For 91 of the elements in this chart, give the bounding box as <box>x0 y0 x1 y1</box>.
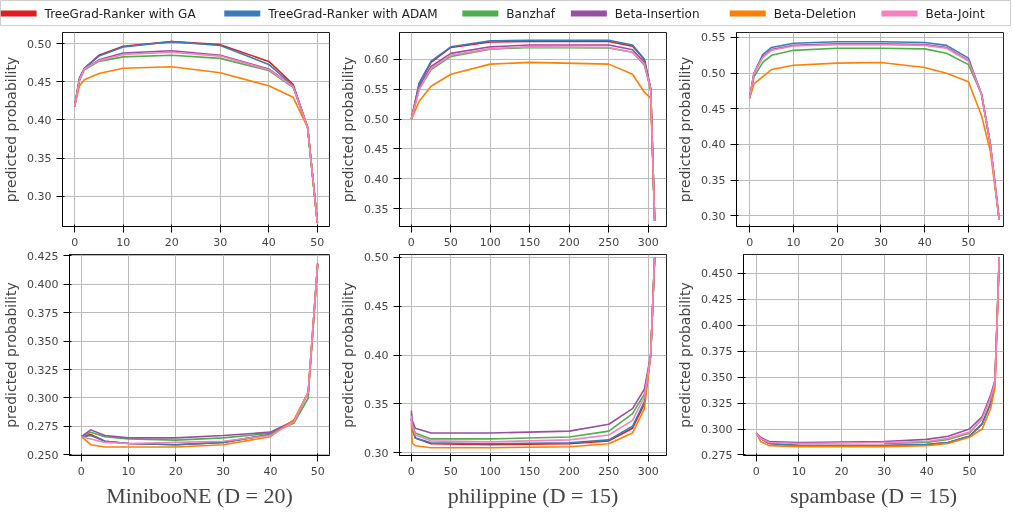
x-tick-label: 10 <box>116 235 131 249</box>
y-tick-label: 0.300 <box>701 423 733 437</box>
x-tick-label: 20 <box>164 235 179 249</box>
x-tick-label: 100 <box>479 464 501 478</box>
y-tick-label: 0.300 <box>27 391 59 405</box>
x-tick-label: 150 <box>519 464 541 478</box>
x-tick-label: 50 <box>443 235 458 249</box>
x-tick-label: 50 <box>961 235 976 249</box>
x-tick-label: 10 <box>121 464 136 478</box>
x-tick-label: 300 <box>637 464 659 478</box>
y-tick-label: 0.400 <box>701 319 733 333</box>
y-axis-title: predicted probability <box>340 56 357 203</box>
x-tick-label: 30 <box>873 235 888 249</box>
x-tick-label: 250 <box>598 235 620 249</box>
x-tick-label: 50 <box>310 235 325 249</box>
y-tick-label: 0.275 <box>27 420 59 434</box>
y-tick-label: 0.35 <box>364 202 389 216</box>
legend-label: Beta-Joint <box>925 6 985 21</box>
x-tick-label: 200 <box>558 464 580 478</box>
x-axis-title: MinibooNE (D = 20) <box>106 482 293 508</box>
y-tick-label: 0.35 <box>701 174 726 188</box>
x-tick-label: 30 <box>213 235 228 249</box>
x-tick-label: 30 <box>216 464 231 478</box>
y-tick-label: 0.60 <box>364 53 389 67</box>
x-tick-label: 300 <box>637 235 659 249</box>
y-tick-label: 0.45 <box>27 75 52 89</box>
y-tick-label: 0.425 <box>701 293 733 307</box>
y-tick-label: 0.50 <box>27 37 52 51</box>
y-axis-title: predicted probability <box>3 56 20 203</box>
x-tick-label: 20 <box>830 235 845 249</box>
x-tick-label: 200 <box>558 235 580 249</box>
y-tick-label: 0.250 <box>27 448 59 462</box>
y-tick-label: 0.350 <box>27 335 59 349</box>
y-tick-label: 0.45 <box>364 300 389 314</box>
x-axis-title: philippine (D = 15) <box>447 482 619 508</box>
legend-label: Banzhaf <box>506 6 556 21</box>
y-tick-label: 0.325 <box>701 397 733 411</box>
y-tick-label: 0.30 <box>701 209 726 223</box>
y-tick-label: 0.40 <box>364 349 389 362</box>
x-tick-label: 0 <box>71 235 79 249</box>
y-tick-label: 0.45 <box>701 102 726 116</box>
y-tick-label: 0.50 <box>364 113 389 127</box>
y-tick-label: 0.325 <box>27 363 59 377</box>
x-tick-label: 50 <box>310 464 325 478</box>
y-axis-title: predicted probability <box>340 282 357 428</box>
y-axis-title: predicted probability <box>3 282 20 428</box>
y-tick-label: 0.30 <box>364 446 389 460</box>
x-tick-label: 0 <box>752 464 760 478</box>
legend-label: TreeGrad-Ranker with ADAM <box>267 6 438 21</box>
y-tick-label: 0.40 <box>701 138 726 152</box>
y-tick-label: 0.350 <box>701 371 733 385</box>
x-tick-label: 40 <box>919 464 934 478</box>
x-tick-label: 40 <box>917 235 932 249</box>
x-tick-label: 250 <box>598 464 620 478</box>
y-tick-label: 0.35 <box>364 397 389 411</box>
x-tick-label: 50 <box>443 464 458 478</box>
y-tick-label: 0.400 <box>27 278 59 292</box>
x-axis-title: spambase (D = 15) <box>790 482 957 508</box>
y-axis-title: predicted probability <box>677 282 694 428</box>
x-tick-label: 150 <box>519 235 541 249</box>
y-tick-label: 0.275 <box>701 448 733 462</box>
y-tick-label: 0.30 <box>27 190 52 204</box>
x-tick-label: 0 <box>77 464 85 478</box>
x-tick-label: 0 <box>746 235 754 249</box>
y-tick-label: 0.375 <box>27 306 59 320</box>
x-tick-label: 10 <box>786 235 801 249</box>
x-tick-label: 0 <box>407 464 415 478</box>
y-tick-label: 0.40 <box>27 113 52 127</box>
x-tick-label: 30 <box>877 464 892 478</box>
y-tick-label: 0.50 <box>701 67 726 81</box>
y-tick-label: 0.35 <box>27 152 52 166</box>
y-tick-label: 0.425 <box>27 249 59 263</box>
y-tick-label: 0.375 <box>701 345 733 359</box>
y-tick-label: 0.45 <box>364 142 389 156</box>
y-axis-title: predicted probability <box>677 56 694 203</box>
x-tick-label: 20 <box>168 464 183 478</box>
y-tick-label: 0.55 <box>364 83 389 97</box>
x-tick-label: 40 <box>263 464 278 478</box>
y-tick-label: 0.40 <box>364 172 389 186</box>
x-tick-label: 0 <box>407 235 415 249</box>
legend-label: Beta-Deletion <box>773 6 857 21</box>
x-tick-label: 10 <box>791 464 806 478</box>
x-tick-label: 20 <box>834 464 849 478</box>
x-tick-label: 40 <box>261 235 276 249</box>
y-tick-label: 0.55 <box>701 31 726 45</box>
legend-label: Beta-Insertion <box>614 6 700 21</box>
x-tick-label: 100 <box>479 235 501 249</box>
legend-label: TreeGrad-Ranker with GA <box>43 6 197 21</box>
y-tick-label: 0.450 <box>701 267 733 281</box>
x-tick-label: 50 <box>962 464 977 478</box>
y-tick-label: 0.50 <box>364 251 389 265</box>
